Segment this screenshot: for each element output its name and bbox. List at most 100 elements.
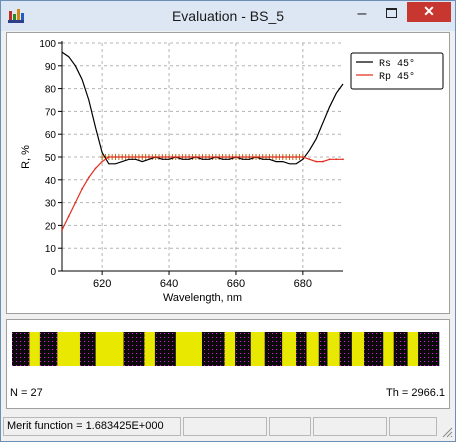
reflectance-chart: 0 10 20 30 40 50 60 70 80 90 100 620 640 660 680 Wavele… bbox=[20, 39, 444, 304]
app-icon[interactable] bbox=[7, 7, 25, 25]
window-title: Evaluation - BS_5 bbox=[171, 8, 285, 24]
series-point bbox=[315, 160, 318, 163]
layer-20[interactable] bbox=[327, 332, 340, 366]
series-point bbox=[121, 156, 124, 158]
layer-6[interactable] bbox=[95, 332, 124, 366]
series-point bbox=[128, 156, 130, 158]
series-point bbox=[241, 156, 244, 158]
layer-texture bbox=[79, 332, 96, 366]
layer-texture bbox=[393, 332, 408, 366]
series-point bbox=[168, 156, 170, 158]
layer-texture bbox=[123, 332, 145, 366]
layer-2[interactable] bbox=[29, 332, 41, 366]
close-button[interactable]: ✕ bbox=[407, 2, 451, 22]
layer-26[interactable] bbox=[407, 332, 419, 366]
layer-14[interactable] bbox=[250, 332, 266, 366]
series-point bbox=[208, 156, 211, 158]
layer-texture bbox=[296, 332, 307, 366]
series-point bbox=[214, 156, 217, 158]
legend-box bbox=[350, 52, 444, 90]
layer-texture bbox=[418, 332, 440, 366]
x-tick-label: 640 bbox=[160, 278, 178, 290]
x-tick-label: 620 bbox=[93, 278, 111, 290]
y-tick-label: 20 bbox=[45, 221, 57, 232]
series-point bbox=[235, 156, 237, 158]
status-panel-2 bbox=[269, 417, 311, 436]
design-panel: N = 27 Th = 2966.1 bbox=[6, 319, 450, 409]
layer-4[interactable] bbox=[57, 332, 81, 366]
series-point bbox=[301, 156, 304, 158]
y-tick-label: 30 bbox=[45, 199, 57, 210]
y-axis-label: R, % bbox=[20, 145, 32, 169]
series-point bbox=[141, 156, 144, 158]
merit-function-status: Merit function = 1.683425E+000 bbox=[3, 417, 181, 436]
x-tick-label: 660 bbox=[227, 278, 245, 290]
series-point bbox=[221, 156, 224, 158]
series-point bbox=[74, 201, 77, 204]
series-point bbox=[107, 156, 110, 158]
series-point bbox=[275, 156, 277, 158]
layer-8[interactable] bbox=[144, 332, 156, 366]
layer-structure-bar bbox=[12, 332, 440, 366]
series-point bbox=[61, 229, 63, 231]
series-point bbox=[194, 156, 197, 158]
series-point bbox=[228, 156, 231, 158]
y-tick-label: 60 bbox=[45, 130, 57, 141]
series-point bbox=[335, 158, 338, 161]
layer-texture bbox=[339, 332, 353, 366]
status-panel-1 bbox=[183, 417, 267, 436]
total-thickness-label: Th = 2966.1 bbox=[385, 387, 445, 399]
layer-12[interactable] bbox=[224, 332, 236, 366]
layer-texture bbox=[264, 332, 283, 366]
layer-texture bbox=[39, 332, 58, 366]
plot-panel: 0 10 20 30 40 50 60 70 80 90 100 620 640 660 680 Wavele… bbox=[6, 32, 450, 314]
layer-18[interactable] bbox=[306, 332, 320, 366]
series-point bbox=[268, 156, 271, 158]
x-axis-label: Wavelength, nm bbox=[163, 292, 242, 304]
series-point bbox=[101, 160, 104, 163]
layer-count-label: N = 27 bbox=[10, 387, 43, 399]
series-line-1 bbox=[61, 51, 344, 165]
series-line-2 bbox=[61, 156, 343, 231]
series-point bbox=[288, 156, 291, 158]
series-point bbox=[161, 156, 164, 158]
title-bar[interactable]: Evaluation - BS_5 – ✕ bbox=[1, 1, 455, 31]
layer-texture bbox=[201, 332, 225, 366]
y-tick-label: 70 bbox=[45, 107, 57, 118]
series-point bbox=[328, 158, 331, 161]
series-point bbox=[322, 160, 324, 163]
resize-grip-icon[interactable] bbox=[441, 426, 453, 438]
x-tick-label: 680 bbox=[294, 278, 312, 290]
series-point bbox=[67, 215, 70, 218]
y-tick-label: 80 bbox=[45, 85, 57, 96]
series-point bbox=[134, 156, 137, 158]
series-point bbox=[87, 176, 90, 179]
layer-texture bbox=[318, 332, 328, 366]
series-point bbox=[261, 156, 264, 158]
y-tick-label: 100 bbox=[39, 39, 56, 50]
series-point bbox=[281, 156, 284, 158]
y-tick-label: 40 bbox=[45, 176, 57, 187]
series-point bbox=[81, 188, 83, 190]
layer-texture bbox=[235, 332, 252, 366]
layer-22[interactable] bbox=[351, 332, 365, 366]
layer-16[interactable] bbox=[282, 332, 297, 366]
y-tick-label: 50 bbox=[45, 153, 57, 164]
series-point bbox=[255, 156, 257, 158]
minimize-button[interactable]: – bbox=[357, 5, 367, 22]
series-point bbox=[114, 156, 117, 158]
layer-10[interactable] bbox=[175, 332, 203, 366]
legend-entry: Rp 45° bbox=[379, 71, 415, 83]
layer-24[interactable] bbox=[383, 332, 394, 366]
maximize-button[interactable] bbox=[377, 3, 407, 27]
maximize-icon bbox=[386, 8, 397, 18]
series-point bbox=[295, 156, 298, 158]
series-point bbox=[308, 158, 311, 161]
series-point bbox=[94, 167, 97, 170]
layer-texture bbox=[364, 332, 384, 366]
series-point bbox=[201, 156, 204, 158]
y-tick-label: 10 bbox=[45, 244, 57, 255]
series-point bbox=[188, 156, 191, 158]
status-bar: Merit function = 1.683425E+000 bbox=[1, 414, 455, 441]
